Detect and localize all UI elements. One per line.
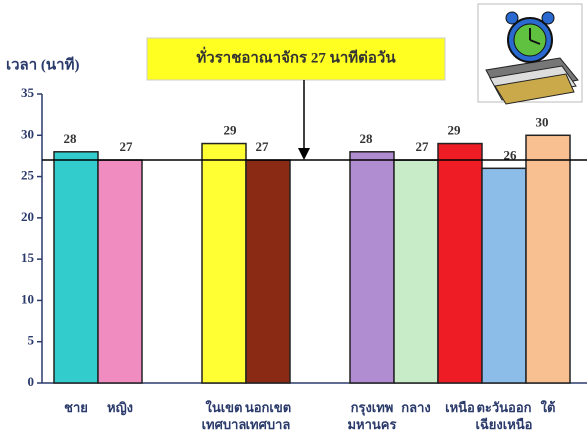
bar <box>393 159 439 384</box>
annotation: ทั่วราชอาณาจักร 27 นาทีต่อวัน <box>196 46 396 66</box>
x-tick-label: เหนือ <box>445 400 475 415</box>
y-tick-label: 30 <box>21 126 34 141</box>
arrow-head <box>298 148 310 161</box>
annotation-box <box>146 37 446 81</box>
bar <box>97 159 143 384</box>
y-tick-label: 35 <box>21 85 35 100</box>
y-tick-label: 25 <box>21 168 35 183</box>
bar <box>349 151 395 384</box>
bar <box>525 134 571 384</box>
x-tick-label: นอกเขตเทศบาล <box>245 400 291 432</box>
bar <box>201 142 247 384</box>
x-tick-label: ตะวันออกเฉียงเหนือ <box>476 400 533 432</box>
bar <box>245 159 291 384</box>
x-tick-label: กลาง <box>401 400 431 415</box>
value-label: 28 <box>64 131 78 146</box>
y-tick-label: 20 <box>21 209 34 224</box>
bar <box>437 142 483 384</box>
value-label: 29 <box>448 123 462 138</box>
x-tick-label: ในเขตเทศบาล <box>202 399 247 432</box>
x-tick-label: ชาย <box>64 400 88 415</box>
value-label: 26 <box>504 147 518 162</box>
value-label: 27 <box>416 139 430 154</box>
bar <box>481 167 527 384</box>
value-label: 29 <box>224 123 238 138</box>
bar <box>53 151 99 384</box>
x-tick-label: กรุงเทพมหานคร <box>347 400 396 432</box>
y-axis-label: เวลา (นาที) <box>6 56 79 73</box>
y-tick-label: 15 <box>21 250 35 265</box>
y-tick-label: 5 <box>28 333 35 348</box>
y-tick-label: 10 <box>21 291 34 306</box>
value-label: 28 <box>360 131 374 146</box>
x-tick-label: หญิง <box>107 400 133 416</box>
value-label: 30 <box>536 114 549 129</box>
clock-books-icon <box>477 3 583 105</box>
x-tick-label: ใต้ <box>541 399 556 415</box>
value-label: 27 <box>120 139 134 154</box>
value-label: 27 <box>256 139 270 154</box>
y-tick-label: 0 <box>28 374 35 389</box>
